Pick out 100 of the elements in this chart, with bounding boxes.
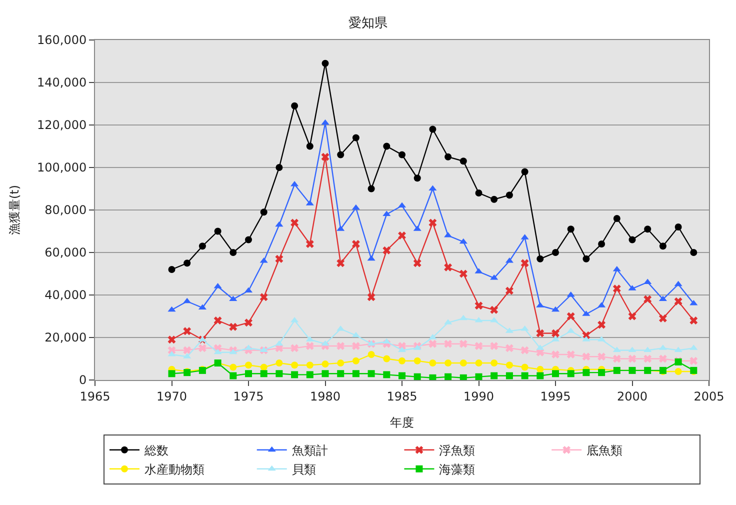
point [659, 242, 666, 250]
y-tick-label: 40,000 [44, 288, 87, 302]
point [229, 348, 238, 354]
point [505, 344, 514, 352]
point [459, 314, 468, 320]
point [520, 346, 529, 354]
point [291, 362, 298, 369]
point [490, 306, 498, 314]
point [474, 302, 483, 310]
point [291, 102, 298, 110]
point [214, 316, 222, 324]
point [367, 255, 376, 261]
legend-label: 底魚類 [586, 444, 623, 458]
point [459, 340, 468, 348]
point [336, 342, 345, 350]
point [230, 364, 237, 371]
point [429, 360, 436, 366]
point [230, 372, 237, 380]
point [536, 329, 544, 338]
point [536, 255, 544, 262]
point [321, 119, 330, 125]
point [460, 360, 467, 366]
y-tick-label: 80,000 [44, 203, 87, 218]
point [444, 153, 452, 160]
point [398, 151, 406, 158]
x-tick-label: 1970 [156, 389, 188, 404]
x-tick-label: 1980 [310, 389, 341, 404]
point [598, 369, 606, 376]
y-tick-label: 140,000 [36, 76, 87, 90]
point [352, 134, 360, 142]
point [367, 293, 376, 302]
point [337, 360, 344, 366]
point [428, 218, 437, 227]
point [506, 362, 513, 369]
point [291, 371, 298, 378]
point [306, 362, 314, 369]
x-axis-title: 年度 [390, 415, 414, 430]
point [598, 320, 606, 329]
point [352, 240, 360, 248]
point [244, 318, 252, 327]
point [275, 340, 284, 346]
chart-title: 愛知県 [348, 16, 388, 31]
legend-label: 浮魚類 [439, 444, 476, 458]
point [245, 236, 252, 244]
legend-label: 貝類 [292, 462, 316, 477]
point [612, 284, 621, 293]
legend-label: 海藻類 [439, 462, 476, 477]
y-axis-title: 漁獲量(t) [7, 184, 22, 236]
point [168, 266, 176, 273]
point [276, 360, 283, 366]
point [321, 340, 330, 346]
point [444, 263, 452, 272]
x-tick-label: 1990 [463, 389, 494, 404]
point [521, 168, 528, 176]
point [520, 259, 529, 268]
point [690, 249, 698, 256]
point [566, 312, 575, 320]
point [168, 336, 176, 344]
y-tick-label: 160,000 [36, 33, 87, 48]
y-tick-label: 120,000 [36, 118, 87, 132]
point [506, 192, 513, 199]
y-tick-label: 0 [78, 373, 87, 388]
y-tick-label: 60,000 [44, 246, 87, 260]
point [628, 236, 636, 244]
point [582, 255, 590, 262]
point [674, 368, 682, 375]
point [414, 174, 421, 182]
point [582, 352, 590, 361]
point [198, 242, 206, 250]
point [613, 215, 620, 222]
point [276, 370, 283, 378]
point [566, 350, 575, 358]
point [352, 332, 360, 338]
point [245, 362, 252, 369]
point [184, 260, 191, 267]
legend-label: 魚類計 [292, 444, 328, 458]
point [322, 370, 329, 378]
point [214, 348, 222, 354]
point [245, 370, 252, 378]
point [306, 240, 314, 248]
point [398, 357, 406, 364]
point [658, 314, 667, 322]
point [474, 342, 483, 350]
point [475, 373, 482, 380]
point [674, 280, 682, 286]
point [658, 354, 667, 363]
point [428, 340, 437, 348]
point [521, 372, 528, 380]
point [612, 354, 621, 363]
point [322, 360, 329, 368]
point [383, 355, 390, 362]
point [690, 356, 698, 365]
point [460, 158, 467, 165]
point [276, 164, 283, 171]
point [183, 298, 192, 304]
point [429, 374, 436, 380]
point [413, 259, 422, 268]
point [598, 352, 606, 361]
point [352, 370, 360, 378]
point [567, 226, 574, 233]
